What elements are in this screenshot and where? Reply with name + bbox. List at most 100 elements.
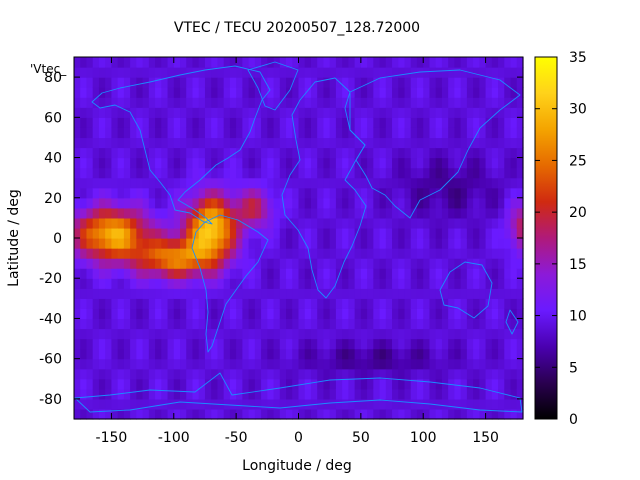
- heatmap-cell: [242, 77, 250, 88]
- heatmap-cell: [423, 137, 431, 149]
- heatmap-cell: [292, 328, 300, 340]
- heatmap-cell: [479, 87, 487, 98]
- heatmap-cell: [223, 77, 231, 88]
- heatmap-cell: [485, 328, 493, 340]
- heatmap-cell: [98, 187, 106, 199]
- heatmap-cell: [273, 137, 281, 149]
- heatmap-cell: [385, 197, 393, 209]
- heatmap-cell: [510, 328, 518, 340]
- heatmap-cell: [416, 87, 424, 98]
- heatmap-cell: [379, 77, 387, 88]
- heatmap-cell: [310, 127, 318, 139]
- heatmap-cell: [155, 117, 162, 128]
- heatmap-cell: [304, 57, 312, 68]
- heatmap-cell: [111, 97, 119, 108]
- heatmap-cell: [242, 117, 250, 128]
- heatmap-cell: [273, 187, 281, 199]
- heatmap-cell: [273, 268, 281, 279]
- heatmap-cell: [504, 127, 512, 139]
- heatmap-cell: [217, 288, 225, 299]
- heatmap-cell: [155, 388, 162, 400]
- heatmap-cell: [367, 388, 374, 400]
- heatmap-cell: [335, 197, 343, 209]
- heatmap-cell: [86, 368, 94, 380]
- heatmap-cell: [192, 197, 200, 209]
- heatmap-cell: [105, 227, 113, 239]
- colorbar-tick-label: 5: [569, 360, 578, 376]
- heatmap-cell: [466, 398, 474, 410]
- heatmap-cell: [292, 217, 300, 229]
- heatmap-cell: [254, 127, 262, 139]
- heatmap-cell: [342, 87, 349, 98]
- heatmap-cell: [167, 57, 175, 68]
- heatmap-cell: [298, 167, 306, 179]
- heatmap-cell: [167, 77, 175, 88]
- heatmap-cell: [479, 358, 487, 370]
- heatmap-cell: [117, 137, 125, 149]
- heatmap-cell: [211, 157, 219, 169]
- heatmap-cell: [398, 167, 406, 179]
- heatmap-cell: [304, 147, 312, 159]
- heatmap-cell: [111, 127, 119, 139]
- heatmap-cell: [485, 348, 493, 360]
- heatmap-cell: [329, 278, 337, 289]
- heatmap-cell: [354, 177, 362, 189]
- heatmap-cell: [504, 137, 512, 149]
- heatmap-cell: [342, 248, 349, 259]
- heatmap-cell: [323, 187, 331, 199]
- heatmap-cell: [473, 278, 480, 289]
- heatmap-cell: [342, 117, 349, 128]
- heatmap-cell: [429, 278, 437, 289]
- heatmap-cell: [323, 238, 331, 249]
- heatmap-cell: [173, 328, 181, 340]
- heatmap-cell: [404, 288, 412, 299]
- heatmap-cell: [161, 338, 169, 350]
- heatmap-cell: [398, 67, 406, 78]
- heatmap-cell: [217, 187, 225, 199]
- heatmap-cell: [204, 268, 212, 279]
- heatmap-cell: [223, 117, 231, 128]
- heatmap-cell: [304, 167, 312, 179]
- heatmap-cell: [516, 147, 524, 159]
- heatmap-cell: [298, 107, 306, 118]
- heatmap-cell: [86, 147, 94, 159]
- heatmap-cell: [74, 328, 81, 340]
- heatmap-cell: [261, 318, 268, 330]
- heatmap-cell: [155, 107, 162, 118]
- heatmap-cell: [479, 167, 487, 179]
- heatmap-cell: [466, 217, 474, 229]
- heatmap-cell: [435, 177, 443, 189]
- heatmap-cell: [273, 167, 281, 179]
- heatmap-cell: [410, 398, 418, 410]
- heatmap-cell: [173, 227, 181, 239]
- heatmap-cell: [161, 298, 169, 309]
- heatmap-cell: [373, 87, 381, 98]
- heatmap-cell: [429, 127, 437, 139]
- heatmap-cell: [223, 298, 231, 309]
- heatmap-cell: [217, 57, 225, 68]
- heatmap-cell: [111, 318, 119, 330]
- heatmap-cell: [204, 197, 212, 209]
- heatmap-cell: [223, 368, 231, 380]
- heatmap-cell: [105, 378, 113, 390]
- heatmap-cell: [416, 258, 424, 269]
- heatmap-cell: [155, 288, 162, 299]
- heatmap-cell: [242, 97, 250, 108]
- heatmap-cell: [404, 408, 412, 420]
- heatmap-cell: [86, 207, 94, 219]
- heatmap-cell: [323, 408, 331, 420]
- heatmap-cell: [261, 147, 268, 159]
- heatmap-cell: [180, 278, 187, 289]
- heatmap-cell: [335, 187, 343, 199]
- heatmap-cell: [360, 408, 368, 420]
- heatmap-cell: [242, 177, 250, 189]
- heatmap-cell: [329, 248, 337, 259]
- heatmap-cell: [448, 197, 456, 209]
- heatmap-cell: [254, 398, 262, 410]
- heatmap-cell: [198, 358, 206, 370]
- heatmap-cell: [398, 117, 406, 128]
- heatmap-cell: [441, 318, 449, 330]
- heatmap-cell: [180, 388, 187, 400]
- heatmap-cell: [510, 227, 518, 239]
- heatmap-cell: [379, 217, 387, 229]
